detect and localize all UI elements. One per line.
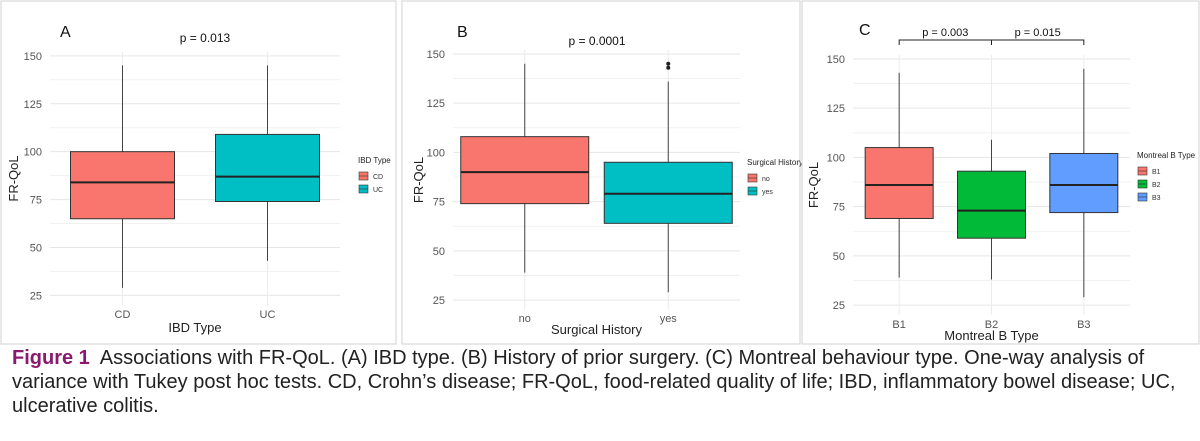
- box-b3: [1049, 152, 1119, 214]
- box-cd: [70, 151, 175, 220]
- x-axis-title: Montreal B Type: [944, 328, 1038, 343]
- figure-panels: 25 50 75 100 125 150 CD UC IBD Type FR-QoL A p = 0.…: [0, 0, 1200, 345]
- y-axis-title: FR-QoL: [806, 162, 821, 208]
- legend-entry: no: [762, 176, 770, 183]
- y-tick-label: 100: [24, 147, 42, 159]
- box-b2: [957, 170, 1026, 239]
- x-tick-label: B2: [985, 319, 998, 331]
- outlier-point: [666, 61, 671, 66]
- p-value-label: p = 0.0001: [568, 34, 625, 48]
- box-b1: [864, 147, 934, 219]
- comparison-p-value: p = 0.003: [922, 27, 968, 39]
- y-tick-label: 75: [833, 202, 845, 214]
- y-axis-title: FR-QoL: [411, 157, 426, 203]
- y-tick-label: 150: [24, 51, 42, 63]
- x-tick-label: CD: [115, 309, 131, 321]
- y-tick-label: 100: [427, 147, 445, 159]
- y-tick-label: 100: [827, 152, 845, 164]
- chart-panel-b: 25 50 75 100 125 150 no yes Surgical History FR-Q…: [401, 0, 803, 345]
- p-value-label: p = 0.013: [180, 31, 231, 45]
- caption-text: Associations with FR-QoL. (A) IBD type. …: [12, 347, 1176, 417]
- legend-title: Surgical History: [747, 158, 803, 167]
- y-tick-label: 75: [433, 197, 445, 209]
- y-tick-label: 25: [433, 295, 445, 307]
- outlier-point: [666, 65, 671, 70]
- y-tick-label: 125: [827, 103, 845, 115]
- y-tick-label: 125: [427, 98, 445, 110]
- legend-title: Montreal B Type: [1137, 151, 1196, 160]
- comparison-bracket: [991, 39, 1085, 45]
- x-axis-title: Surgical History: [551, 322, 643, 337]
- box-no: [460, 136, 590, 205]
- x-tick-label: yes: [660, 313, 678, 325]
- y-tick-label: 25: [833, 300, 845, 312]
- y-tick-label: 50: [833, 251, 845, 263]
- y-tick-label: 150: [427, 49, 445, 61]
- y-axis-title: FR-QoL: [6, 155, 21, 201]
- y-tick-label: 50: [30, 243, 42, 255]
- legend-entry: UC: [373, 187, 383, 194]
- panel-label: B: [457, 24, 468, 41]
- comparison-p-value: p = 0.015: [1015, 27, 1061, 39]
- legend-title: IBD Type: [358, 156, 391, 165]
- y-tick-label: 75: [30, 195, 42, 207]
- x-tick-label: B3: [1077, 319, 1090, 331]
- panel-frame: [0, 0, 397, 345]
- figure-caption: Figure 1 Associations with FR-QoL. (A) IB…: [12, 346, 1192, 418]
- legend-entry: B1: [1152, 169, 1161, 176]
- panel-label: C: [859, 22, 871, 39]
- caption-label: Figure 1: [12, 347, 90, 369]
- x-tick-label: UC: [260, 309, 276, 321]
- y-tick-label: 50: [433, 246, 445, 258]
- x-tick-label: no: [519, 313, 531, 325]
- chart-panel-a: 25 50 75 100 125 150 CD UC IBD Type FR-QoL A p = 0.…: [0, 0, 397, 345]
- legend-entry: B2: [1152, 182, 1161, 189]
- y-tick-label: 150: [827, 54, 845, 66]
- x-axis-title: IBD Type: [168, 320, 221, 335]
- x-tick-label: B1: [892, 319, 905, 331]
- chart-panel-c: 25 50 75 100 125 150 B1 B2 B3 Montreal B Type FR-Q…: [801, 0, 1200, 345]
- legend-entry: CD: [373, 174, 383, 181]
- y-tick-label: 125: [24, 99, 42, 111]
- legend-entry: B3: [1152, 195, 1161, 202]
- legend-entry: yes: [762, 189, 773, 196]
- panel-label: A: [60, 24, 71, 41]
- box-uc: [215, 133, 320, 203]
- y-tick-label: 25: [30, 290, 42, 302]
